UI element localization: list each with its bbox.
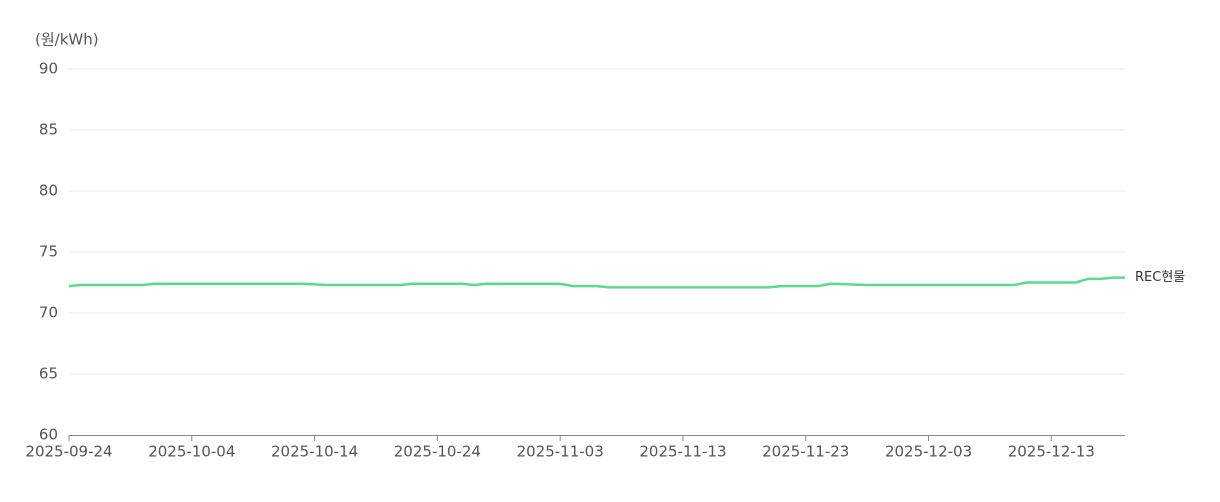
x-tick-label: 2025-10-14 [271, 443, 358, 461]
y-tick-label: 60 [39, 426, 58, 444]
y-axis-label: (원/kWh) [35, 31, 99, 49]
y-tick-label: 85 [39, 121, 58, 139]
x-tick-label: 2025-12-03 [885, 443, 972, 461]
x-tick-label: 2025-11-03 [517, 443, 604, 461]
x-tick-label: 2025-11-13 [639, 443, 726, 461]
x-tick-label: 2025-11-23 [762, 443, 849, 461]
x-tick-label: 2025-10-24 [394, 443, 481, 461]
y-tick-label: 75 [39, 243, 58, 261]
y-tick-label: 65 [39, 365, 58, 383]
y-tick-label: 90 [39, 60, 58, 78]
y-tick-label: 80 [39, 182, 58, 200]
x-tick-label: 2025-09-24 [25, 443, 112, 461]
line [68, 276, 1125, 289]
x-tick-label: 2025-12-13 [1008, 443, 1095, 461]
series-label: REC현물 [1135, 270, 1185, 285]
y-tick-label: 70 [39, 304, 58, 322]
x-tick-label: 2025-10-04 [148, 443, 235, 461]
